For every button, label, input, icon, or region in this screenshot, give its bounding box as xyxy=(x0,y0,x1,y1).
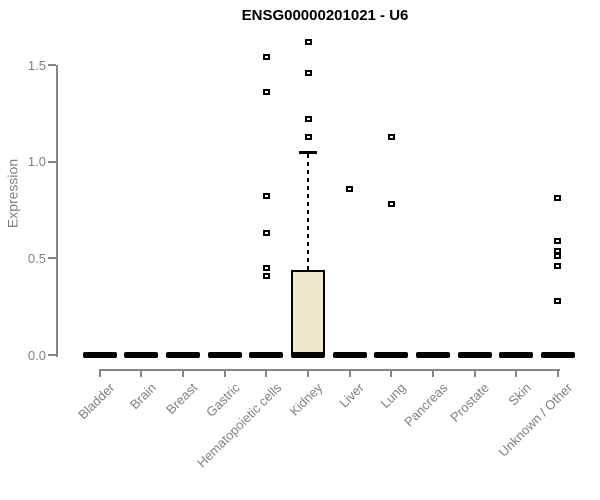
outlier-point-lung xyxy=(387,133,395,140)
zero-box-pancreas xyxy=(415,352,450,358)
outlier-point-kidney xyxy=(304,133,312,140)
outlier-point-unknown-other xyxy=(554,247,562,254)
outlier-point-hematopoietic-cells xyxy=(262,193,270,200)
x-tick-label-lung: Lung xyxy=(377,380,409,412)
outlier-point-lung xyxy=(387,201,395,208)
zero-box-prostate xyxy=(457,352,492,358)
x-tick xyxy=(182,369,185,377)
outlier-point-kidney xyxy=(304,69,312,76)
x-tick-label-liver: Liver xyxy=(336,380,368,411)
x-tick xyxy=(348,369,351,377)
outlier-point-kidney xyxy=(304,116,312,123)
x-tick xyxy=(223,369,226,377)
zero-box-breast xyxy=(166,352,201,358)
x-tick xyxy=(515,369,518,377)
y-tick-label: 1.5 xyxy=(27,57,46,73)
y-tick-label: 0.0 xyxy=(27,347,46,363)
x-tick-label-breast: Breast xyxy=(163,380,201,418)
chart-title: ENSG00000201021 - U6 xyxy=(241,7,409,24)
x-tick xyxy=(307,369,309,377)
outlier-point-unknown-other xyxy=(554,237,562,244)
y-axis-line xyxy=(56,65,58,357)
outlier-point-kidney xyxy=(304,38,312,45)
outlier-point-hematopoietic-cells xyxy=(262,54,270,61)
outlier-point-liver xyxy=(346,185,354,192)
x-axis-line xyxy=(99,369,560,371)
whisker-cap-kidney xyxy=(299,151,317,154)
zero-box-gastric xyxy=(207,352,242,358)
zero-box-kidney xyxy=(291,352,325,358)
x-tick-label-skin: Skin xyxy=(505,380,534,409)
zero-box-hematopoietic-cells xyxy=(249,352,284,358)
whisker-kidney xyxy=(307,154,309,270)
x-tick xyxy=(473,369,476,377)
y-tick xyxy=(48,257,56,260)
x-tick xyxy=(556,369,559,377)
box-kidney xyxy=(291,269,325,356)
outlier-point-hematopoietic-cells xyxy=(262,272,270,279)
outlier-point-unknown-other xyxy=(554,195,562,202)
x-tick xyxy=(98,369,101,377)
y-tick xyxy=(48,64,56,66)
x-tick-label-unknown-other: Unknown / Other xyxy=(495,380,576,460)
zero-box-lung xyxy=(374,352,409,358)
zero-box-brain xyxy=(124,352,159,358)
zero-box-skin xyxy=(499,352,534,358)
x-tick-label-kidney: Kidney xyxy=(286,380,326,419)
x-tick xyxy=(390,369,393,377)
x-tick-label-bladder: Bladder xyxy=(75,380,118,423)
y-tick xyxy=(48,160,56,163)
outlier-point-unknown-other xyxy=(554,253,562,260)
y-tick-label: 0.5 xyxy=(27,250,46,266)
zero-box-bladder xyxy=(82,352,117,358)
x-tick-label-pancreas: Pancreas xyxy=(401,380,451,430)
y-tick-label: 1.0 xyxy=(27,154,46,170)
outlier-point-hematopoietic-cells xyxy=(262,89,270,96)
x-tick-label-prostate: Prostate xyxy=(447,380,493,425)
outlier-point-unknown-other xyxy=(554,297,562,304)
zero-box-liver xyxy=(332,352,367,358)
x-tick xyxy=(140,369,143,377)
outlier-point-hematopoietic-cells xyxy=(262,265,270,271)
outlier-point-hematopoietic-cells xyxy=(262,230,270,237)
zero-box-unknown-other xyxy=(540,352,575,358)
y-tick xyxy=(48,354,56,356)
x-tick xyxy=(431,369,434,377)
outlier-point-unknown-other xyxy=(554,263,562,270)
x-tick xyxy=(265,369,268,377)
x-tick-label-brain: Brain xyxy=(126,380,159,413)
x-tick-label-gastric: Gastric xyxy=(202,380,243,420)
